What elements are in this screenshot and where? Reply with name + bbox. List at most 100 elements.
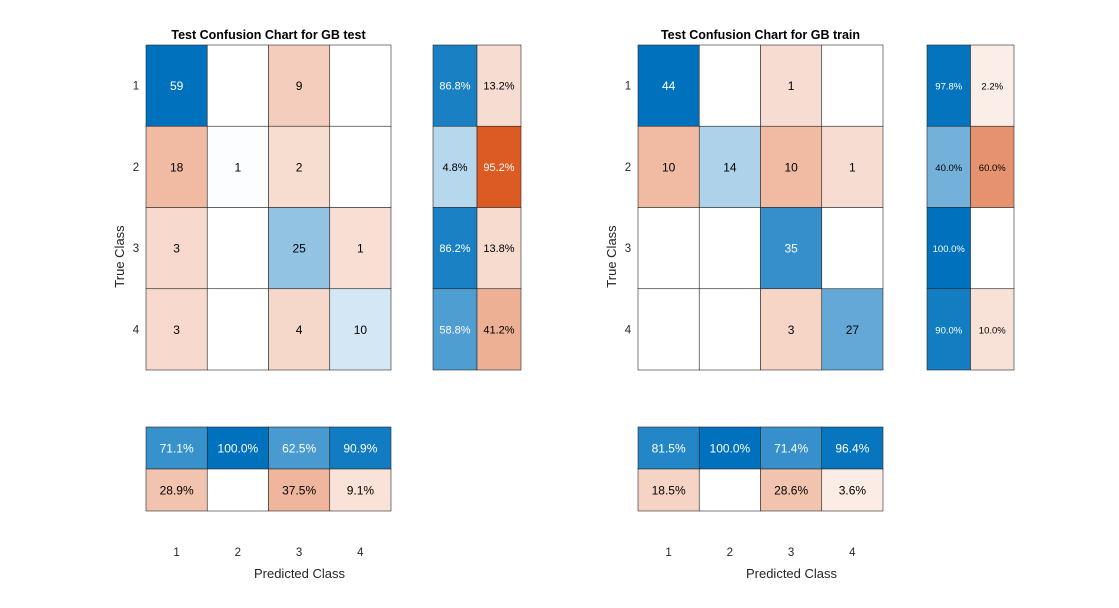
row-summary-correct-value: 86.2%: [439, 243, 470, 255]
matrix-cell-value: 27: [846, 323, 860, 337]
matrix-cell-value: 25: [292, 242, 306, 256]
column-summary-incorrect-value: 28.6%: [774, 484, 808, 498]
matrix-cell: [145, 288, 208, 371]
matrix-cell: [637, 44, 700, 127]
row-summary-incorrect-cell: [970, 207, 1015, 290]
matrix-cell: [329, 288, 392, 371]
column-summary-correct-cell: [821, 426, 884, 470]
y-tick-label: 2: [133, 162, 139, 174]
column-summary-correct-value: 96.4%: [835, 442, 869, 456]
matrix-cell: [145, 125, 208, 208]
column-summary-incorrect-cell: [760, 468, 823, 512]
matrix-cell-value: 9: [296, 79, 303, 93]
row-summary-incorrect-value: 13.8%: [483, 243, 514, 255]
matrix-cell-value: 14: [723, 160, 737, 174]
row-summary-correct-value: 58.8%: [439, 324, 470, 336]
x-tick-label: 1: [665, 547, 671, 559]
column-summary-correct-value: 100.0%: [710, 442, 751, 456]
x-tick-label: 3: [296, 547, 302, 559]
row-summary-incorrect-value: 2.2%: [981, 82, 1003, 93]
column-summary-correct-value: 71.4%: [774, 442, 808, 456]
column-summary-correct-cell: [760, 426, 823, 470]
matrix-cell: [206, 288, 269, 371]
matrix-cell: [145, 207, 208, 290]
x-tick-label: 3: [788, 547, 794, 559]
y-tick-label: 1: [133, 81, 139, 93]
row-summary-correct-value: 40.0%: [935, 163, 962, 174]
y-tick-label: 1: [625, 81, 631, 93]
row-summary-incorrect-cell: [476, 288, 522, 371]
row-summary-correct-cell: [926, 125, 971, 208]
matrix-cell: [698, 207, 761, 290]
matrix-cell: [637, 207, 700, 290]
row-summary-correct-cell: [432, 207, 478, 290]
y-tick-label: 3: [133, 243, 139, 255]
matrix-cell: [268, 44, 331, 127]
y-axis-label: True Class: [604, 225, 619, 288]
column-summary-correct-value: 62.5%: [282, 442, 316, 456]
x-tick-label: 2: [235, 547, 241, 559]
matrix-cell-value: 10: [354, 323, 368, 337]
row-summary-correct-value: 100.0%: [933, 244, 966, 255]
column-summary-incorrect-value: 28.9%: [160, 484, 194, 498]
matrix-cell: [760, 288, 823, 371]
x-axis-label: Predicted Class: [254, 566, 346, 581]
column-summary-correct-value: 90.9%: [343, 442, 377, 456]
column-summary-correct-value: 71.1%: [160, 442, 194, 456]
column-summary-incorrect-cell: [145, 468, 208, 512]
matrix-cell-value: 3: [173, 242, 180, 256]
matrix-cell-value: 4: [296, 323, 303, 337]
x-tick-label: 1: [173, 547, 179, 559]
y-tick-label: 4: [133, 324, 140, 336]
column-summary-correct-cell: [145, 426, 208, 470]
column-summary-incorrect-value: 18.5%: [652, 484, 686, 498]
column-summary-correct-cell: [698, 426, 761, 470]
matrix-cell: [206, 44, 269, 127]
matrix-cell-value: 3: [173, 323, 180, 337]
row-summary-correct-value: 90.0%: [935, 325, 962, 336]
matrix-cell: [206, 207, 269, 290]
row-summary-correct-cell: [432, 125, 478, 208]
matrix-cell-value: 1: [788, 79, 795, 93]
row-summary-correct-value: 86.8%: [439, 81, 470, 93]
matrix-cell-value: 3: [788, 323, 795, 337]
column-summary-correct-cell: [637, 426, 700, 470]
matrix-cell: [698, 44, 761, 127]
column-summary-incorrect-value: 9.1%: [347, 484, 375, 498]
matrix-cell-value: 18: [170, 160, 184, 174]
row-summary-correct-cell: [432, 288, 478, 371]
matrix-cell: [760, 44, 823, 127]
row-summary-incorrect-value: 41.2%: [483, 324, 514, 336]
column-summary-correct-cell: [329, 426, 392, 470]
matrix-cell-value: 10: [784, 160, 798, 174]
row-summary-incorrect-cell: [476, 207, 522, 290]
matrix-cell: [698, 288, 761, 371]
column-summary-correct-value: 81.5%: [652, 442, 686, 456]
row-summary-correct-value: 97.8%: [935, 82, 962, 93]
matrix-cell-value: 35: [784, 242, 798, 256]
matrix-cell-value: 1: [357, 242, 364, 256]
matrix-cell: [145, 44, 208, 127]
matrix-cell-value: 1: [849, 160, 856, 174]
column-summary-correct-cell: [268, 426, 331, 470]
matrix-cell: [268, 288, 331, 371]
row-summary-incorrect-value: 10.0%: [979, 325, 1006, 336]
row-summary-incorrect-cell: [970, 288, 1015, 371]
row-summary-correct-cell: [926, 207, 971, 290]
matrix-cell: [821, 207, 884, 290]
y-axis-label: True Class: [112, 225, 127, 288]
y-tick-label: 4: [625, 324, 632, 336]
x-tick-label: 4: [849, 547, 856, 559]
matrix-cell: [329, 125, 392, 208]
matrix-cell: [821, 44, 884, 127]
y-tick-label: 3: [625, 243, 631, 255]
matrix-cell: [637, 288, 700, 371]
matrix-cell-value: 2: [296, 160, 303, 174]
chart-title: Test Confusion Chart for GB train: [661, 28, 860, 42]
matrix-cell: [268, 125, 331, 208]
x-axis-label: Predicted Class: [746, 566, 838, 581]
row-summary-correct-value: 4.8%: [442, 162, 467, 174]
column-summary-correct-value: 100.0%: [218, 442, 259, 456]
